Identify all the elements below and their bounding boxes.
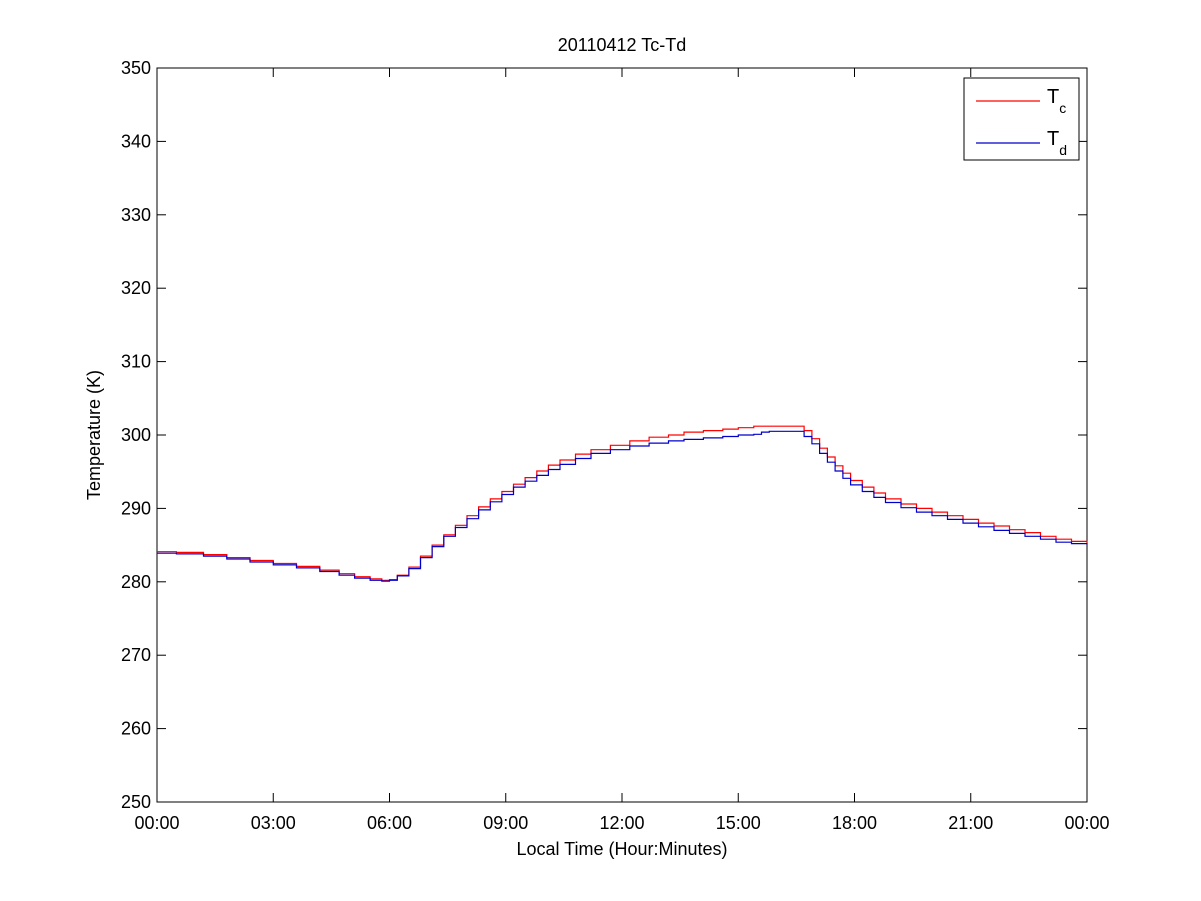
- y-tick-label: 320: [121, 278, 151, 298]
- series-layer: [157, 425, 1088, 582]
- y-tick-label: 260: [121, 719, 151, 739]
- y-tick-label: 250: [121, 792, 151, 812]
- y-tick-label: 310: [121, 352, 151, 372]
- x-tick-labels: 00:00 03:00 06:00 09:00 12:00 15:00 18:00 21:00…: [134, 813, 1109, 833]
- x-tick-label: 03:00: [251, 813, 296, 833]
- series-line-tc: [157, 425, 1088, 581]
- y-tick-label: 340: [121, 131, 151, 151]
- x-tick-label: 09:00: [483, 813, 528, 833]
- y-tick-labels: 250 260 270 280 290 300 310 320 330 340 350: [121, 58, 151, 812]
- x-tick-label: 15:00: [716, 813, 761, 833]
- x-tick-label: 18:00: [832, 813, 877, 833]
- x-tick-label: 21:00: [948, 813, 993, 833]
- legend-subscript: c: [1059, 100, 1066, 116]
- y-tick-label: 270: [121, 645, 151, 665]
- y-tick-label: 300: [121, 425, 151, 445]
- y-tick-label: 350: [121, 58, 151, 78]
- x-tick-label: 00:00: [1064, 813, 1109, 833]
- y-tick-label: 330: [121, 205, 151, 225]
- x-axis-title: Local Time (Hour:Minutes): [516, 839, 727, 859]
- legend-box: [963, 77, 1080, 161]
- plot-area: [156, 67, 1088, 803]
- chart-title: 20110412 Tc-Td: [558, 35, 686, 55]
- x-tick-label: 06:00: [367, 813, 412, 833]
- series-line-td: [157, 430, 1088, 582]
- y-tick-label: 290: [121, 498, 151, 518]
- y-axis-title: Temperature (K): [84, 370, 104, 500]
- y-tick-label: 280: [121, 572, 151, 592]
- x-tick-label: 12:00: [599, 813, 644, 833]
- legend-subscript: d: [1059, 142, 1067, 158]
- x-tick-label: 00:00: [134, 813, 179, 833]
- axes-box: [156, 67, 1088, 803]
- tick-marks: [156, 67, 1088, 803]
